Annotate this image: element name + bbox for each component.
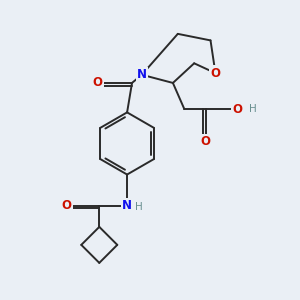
Text: O: O [232,103,242,116]
Text: H: H [249,104,257,114]
Text: O: O [61,199,72,212]
Text: O: O [201,135,211,148]
Text: N: N [137,68,147,81]
Text: O: O [93,76,103,89]
Text: O: O [210,67,220,80]
Text: H: H [135,202,142,212]
Text: N: N [122,199,132,212]
